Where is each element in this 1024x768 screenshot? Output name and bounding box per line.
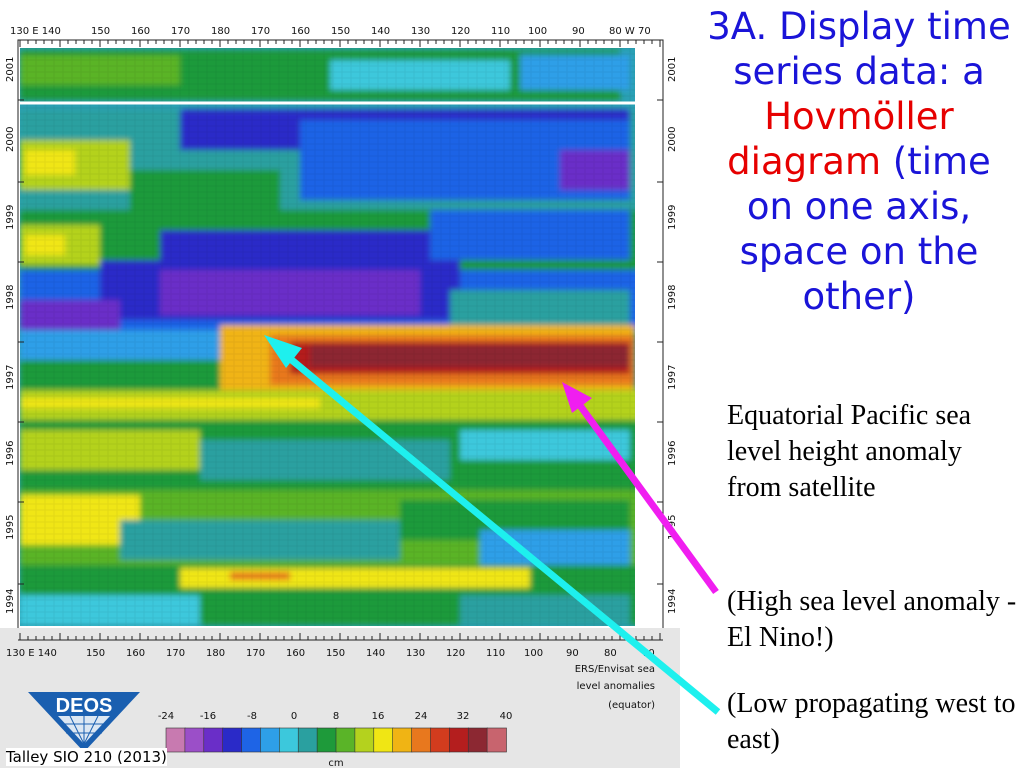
top-axis-label: 140 (371, 26, 390, 37)
top-axis-labels: 130 E 140 150 160 170 180 170 160 150 14… (10, 26, 651, 37)
top-axis-label: 150 (331, 26, 350, 37)
cyan-arrow-shaft (279, 349, 721, 715)
colorbar-tick-label: 40 (500, 711, 513, 722)
caption-line: (equator) (608, 700, 655, 711)
top-axis-label: 150 (91, 26, 110, 37)
high-anomaly-note: (High sea level anomaly - El Nino!) (727, 586, 1017, 653)
top-axis-label: 110 (491, 26, 510, 37)
top-axis-label: 180 (211, 26, 230, 37)
colorbar-swatch (486, 727, 507, 753)
year-label: 1996 (5, 441, 16, 466)
top-axis-label: 90 (572, 26, 585, 37)
colorbar-tick-label: 16 (372, 711, 385, 722)
bottom-axis-label: 150 (326, 648, 345, 659)
bottom-axis-label: 160 (286, 648, 305, 659)
year-label: 1998 (667, 285, 678, 310)
year-label: 1999 (5, 205, 16, 230)
year-label: 2000 (667, 127, 678, 152)
year-ticks (18, 99, 663, 585)
colorbar-tick-label: 0 (291, 711, 297, 722)
magenta-arrow (562, 382, 719, 595)
year-label: 1995 (5, 515, 16, 540)
year-label: 1994 (667, 589, 678, 614)
year-label: 2001 (5, 57, 16, 82)
logo-text: DEOS (56, 695, 113, 717)
colorbar (165, 727, 507, 753)
deos-logo: DEOS (28, 692, 140, 752)
description-text: Equatorial Pacific sea level height anom… (727, 400, 972, 503)
colorbar-ticks: -24 -16 -8 0 8 16 24 32 40 cm (158, 711, 513, 768)
colorbar-tick-label: 32 (457, 711, 470, 722)
year-label: 1994 (5, 589, 16, 614)
caption-line: level anomalies (577, 681, 655, 692)
bottom-axis-label: 110 (486, 648, 505, 659)
bottom-axis-label: 180 (206, 648, 225, 659)
top-axis-label: 80 W 70 (609, 26, 651, 37)
bottom-axis-label: 170 (246, 648, 265, 659)
colorbar-tick-label: 24 (415, 711, 428, 722)
bottom-axis-label: 120 (446, 648, 465, 659)
year-label: 2000 (5, 127, 16, 152)
caption-line: ERS/Envisat sea (575, 664, 655, 675)
low-anomaly-note: (Low propagating west to east) (727, 688, 1016, 755)
bottom-axis-label: 90 (566, 648, 579, 659)
year-label: 1997 (667, 365, 678, 390)
bottom-axis-label: 160 (126, 648, 145, 659)
colorbar-unit: cm (328, 758, 343, 768)
year-label: 1996 (667, 441, 678, 466)
bottom-axis-label: 130 E 140 (6, 648, 57, 659)
top-axis-label: 160 (291, 26, 310, 37)
top-axis-label: 130 (411, 26, 430, 37)
annotation-arrows (264, 335, 721, 715)
title-part1: 3A. Display time series data: a (707, 5, 1011, 93)
title-highlight: Hovmöller diagram (727, 95, 954, 183)
year-label: 1999 (667, 205, 678, 230)
top-axis-label: 160 (131, 26, 150, 37)
bottom-axis-label: 130 (406, 648, 425, 659)
top-axis-label: 100 (528, 26, 547, 37)
bottom-axis-label: 100 (524, 648, 543, 659)
hovmoller-figure: 130 E 140 150 160 170 180 170 160 150 14… (0, 26, 721, 768)
figure-graphic: 130 E 140 150 160 170 180 170 160 150 14… (0, 26, 680, 768)
year-label: 2001 (667, 57, 678, 82)
top-axis-label: 170 (171, 26, 190, 37)
colorbar-tick-label: -24 (158, 711, 174, 722)
colorbar-tick-label: 8 (333, 711, 339, 722)
cyan-arrow-head (264, 335, 302, 368)
top-axis-label: 130 E 140 (10, 26, 61, 37)
bottom-axis-label: 80 (604, 648, 617, 659)
slide-title: 3A. Display time series data: a Hovmölle… (700, 4, 1018, 319)
year-label: 1997 (5, 365, 16, 390)
magenta-arrow-head (562, 382, 592, 413)
bottom-axis-label: 170 (166, 648, 185, 659)
colorbar-tick-label: -8 (247, 711, 257, 722)
top-axis-label: 120 (451, 26, 470, 37)
year-label: 1998 (5, 285, 16, 310)
cyan-arrow (264, 335, 721, 715)
plot-caption: ERS/Envisat sea level anomalies (equator… (575, 664, 655, 711)
credit-text: Talley SIO 210 (2013) (6, 748, 167, 766)
hovmoller-field (20, 48, 635, 626)
top-axis-label: 170 (251, 26, 270, 37)
bottom-axis-label: 140 (366, 648, 385, 659)
title-part2: (time on one axis, space on the other) (739, 140, 991, 318)
colorbar-tick-label: -16 (200, 711, 216, 722)
year-labels-left: 1994 1995 1996 1997 1998 1999 2000 2001 (5, 57, 16, 614)
bottom-axis-label: 150 (86, 648, 105, 659)
magenta-arrow-shaft (573, 397, 719, 595)
